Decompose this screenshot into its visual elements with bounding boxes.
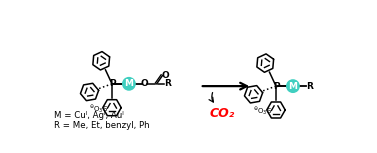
Text: CO₂: CO₂ bbox=[210, 107, 235, 120]
Text: M = Cuᴵ, Agᴵ, Auᴵ: M = Cuᴵ, Agᴵ, Auᴵ bbox=[54, 111, 124, 120]
Text: R = Me, Et, benzyl, Ph: R = Me, Et, benzyl, Ph bbox=[54, 121, 150, 130]
Text: O: O bbox=[141, 79, 148, 88]
Text: $^{\ominus}$O$_3$S: $^{\ominus}$O$_3$S bbox=[253, 106, 273, 117]
Circle shape bbox=[122, 77, 136, 91]
Text: R: R bbox=[306, 82, 313, 91]
Text: M: M bbox=[288, 82, 297, 91]
Text: M: M bbox=[124, 79, 133, 88]
Text: $^{\ominus}$O$_3$S: $^{\ominus}$O$_3$S bbox=[89, 103, 109, 115]
Text: P: P bbox=[109, 79, 115, 88]
Text: O: O bbox=[162, 71, 169, 80]
Circle shape bbox=[286, 79, 300, 93]
Text: R: R bbox=[164, 79, 171, 88]
Text: P: P bbox=[273, 82, 279, 91]
